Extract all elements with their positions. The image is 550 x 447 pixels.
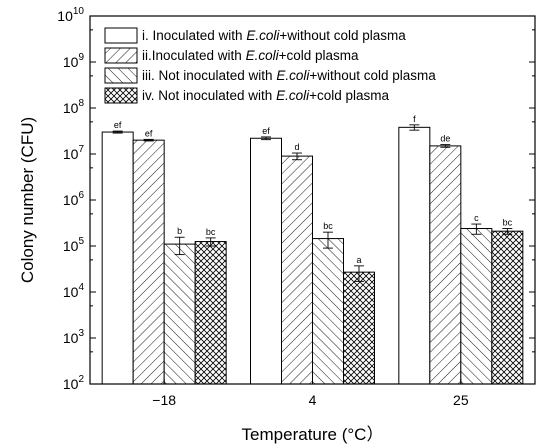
- significance-label: b: [177, 226, 182, 236]
- x-tick-label: 4: [309, 392, 317, 408]
- legend-swatch: [104, 67, 138, 84]
- significance-label: c: [474, 213, 479, 223]
- x-axis-title: Temperature (°C）: [242, 425, 384, 444]
- significance-label: bc: [503, 218, 513, 228]
- y-tick-label: 105: [63, 236, 85, 254]
- y-tick-label: 1010: [57, 6, 84, 24]
- y-tick-label: 107: [63, 144, 85, 162]
- y-tick-label: 103: [63, 328, 85, 346]
- significance-label: f: [413, 114, 416, 124]
- y-tick-label: 108: [63, 98, 85, 116]
- x-tick-label: 25: [453, 392, 469, 408]
- significance-label: a: [356, 255, 361, 265]
- legend: i. Inoculated with E.coli+without cold p…: [104, 27, 436, 104]
- y-tick-label: 104: [63, 282, 85, 300]
- bar: [460, 228, 493, 385]
- y-axis-title: Colony number (CFU): [18, 117, 37, 283]
- legend-label: i. Inoculated with E.coli+without cold p…: [142, 28, 406, 43]
- significance-label: d: [294, 142, 299, 152]
- bar: [491, 230, 524, 385]
- legend-swatch: [104, 47, 138, 64]
- bar: [312, 238, 344, 385]
- significance-label: de: [440, 134, 450, 144]
- significance-label: ef: [262, 126, 270, 136]
- bar: [398, 126, 431, 385]
- significance-label: ef: [114, 120, 122, 130]
- significance-label: bc: [206, 227, 216, 237]
- y-tick-label: 109: [63, 52, 85, 70]
- bars-layer: [101, 124, 524, 385]
- legend-swatch: [104, 87, 138, 104]
- significance-label: bc: [323, 221, 333, 231]
- legend-label: ii.Inoculated with E.coli+cold plasma: [142, 48, 359, 63]
- bar: [343, 271, 375, 385]
- axes-layer: 102 103 104 105 106 107 108 109 1010 −18 4 25: [57, 6, 535, 408]
- legend-label: iv. Not inoculated with E.coli+cold plas…: [142, 88, 390, 103]
- x-tick-label: −18: [152, 392, 176, 408]
- bar: [101, 131, 134, 385]
- bar: [132, 139, 165, 385]
- y-tick-label: 102: [63, 374, 85, 392]
- legend-label: iii. Not inoculated with E.coli+without …: [142, 68, 436, 83]
- bar: [250, 137, 282, 385]
- bar: [163, 243, 196, 385]
- significance-label: ef: [145, 128, 153, 138]
- legend-swatch: [104, 27, 138, 44]
- y-tick-label: 106: [63, 190, 85, 208]
- bar: [281, 155, 313, 385]
- labels-layer: ef ef b bc ef d bc a f de c bc: [114, 114, 513, 265]
- bar: [429, 145, 462, 385]
- bar: [194, 241, 227, 385]
